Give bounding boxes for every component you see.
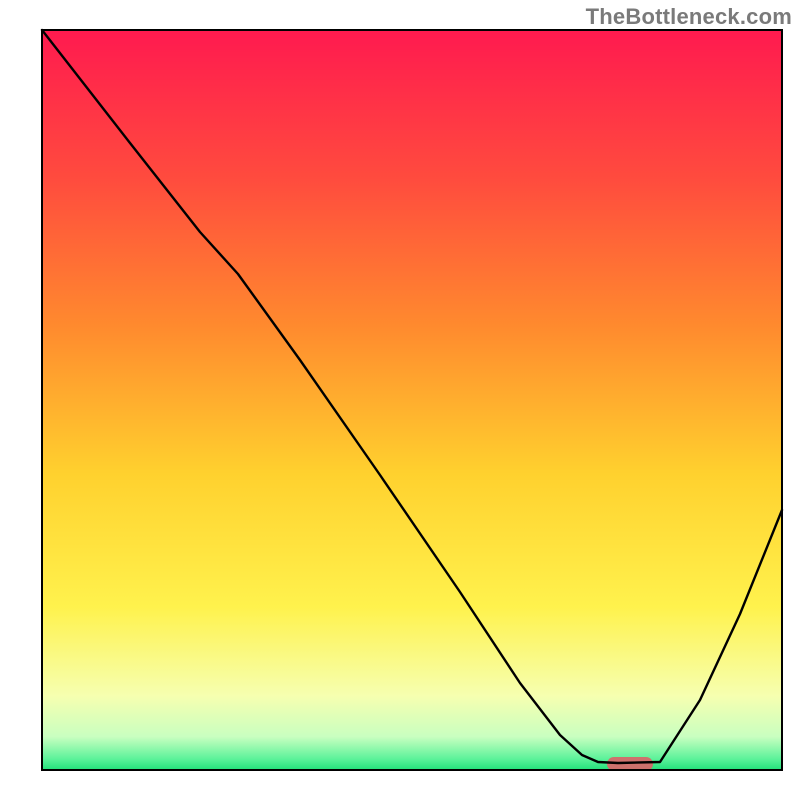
chart-root: TheBottleneck.com	[0, 0, 800, 800]
watermark-text: TheBottleneck.com	[586, 4, 792, 30]
marker-pill	[607, 757, 653, 771]
chart-svg	[0, 0, 800, 800]
plot-background	[42, 30, 782, 770]
